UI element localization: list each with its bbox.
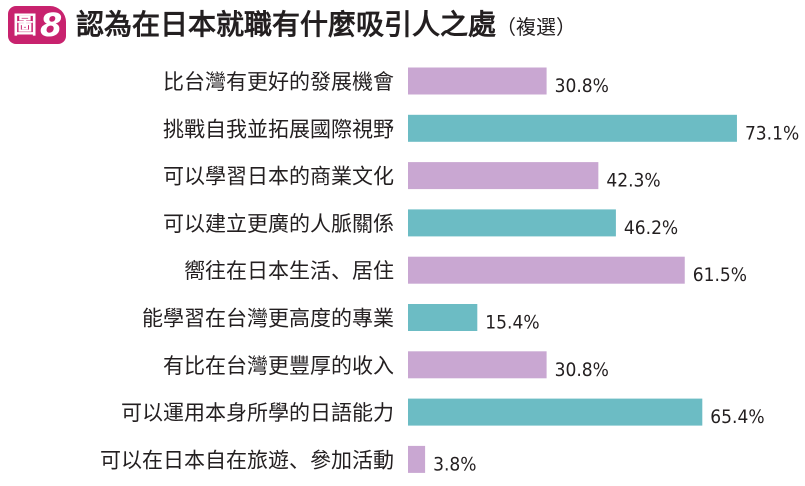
category-label: 嚮往在日本生活、居住: [184, 259, 394, 283]
figure-badge-number: 8: [40, 6, 63, 44]
bar: [408, 209, 616, 237]
value-label: 46.2%: [624, 217, 678, 239]
bar: [408, 445, 426, 473]
value-label: 61.5%: [693, 264, 747, 286]
value-label: 30.8%: [555, 359, 609, 381]
chart-title-text: 認為在日本就職有什麼吸引人之處: [76, 8, 497, 41]
figure-badge-char: 圖: [13, 11, 37, 39]
category-label: 可以在日本自在旅遊、參加活動: [100, 448, 394, 472]
figure-badge: 圖 8: [8, 6, 66, 44]
value-label: 65.4%: [710, 406, 764, 428]
chart-title: 認為在日本就職有什麼吸引人之處（複選）: [76, 5, 576, 47]
bar: [408, 256, 685, 284]
category-label: 有比在台灣更豐厚的收入: [163, 354, 394, 378]
value-label: 42.3%: [606, 170, 660, 192]
category-label: 可以學習日本的商業文化: [163, 165, 394, 189]
bar: [408, 351, 547, 379]
category-label: 挑戰自我並拓展國際視野: [163, 117, 394, 141]
value-label: 3.8%: [433, 453, 476, 475]
category-label: 比台灣有更好的發展機會: [163, 70, 394, 94]
category-label: 可以建立更廣的人脈關係: [163, 212, 394, 236]
value-label: 30.8%: [555, 75, 609, 97]
value-label: 15.4%: [485, 312, 539, 334]
bar: [408, 304, 478, 331]
category-label: 可以運用本身所學的日語能力: [121, 401, 394, 425]
category-label: 能學習在台灣更高度的專業: [142, 307, 394, 331]
chart-subtitle: （複選）: [496, 15, 577, 39]
bar: [408, 114, 737, 142]
bar: [408, 398, 703, 426]
bar: [408, 67, 547, 95]
bar: [408, 162, 599, 190]
value-label: 73.1%: [745, 122, 799, 144]
